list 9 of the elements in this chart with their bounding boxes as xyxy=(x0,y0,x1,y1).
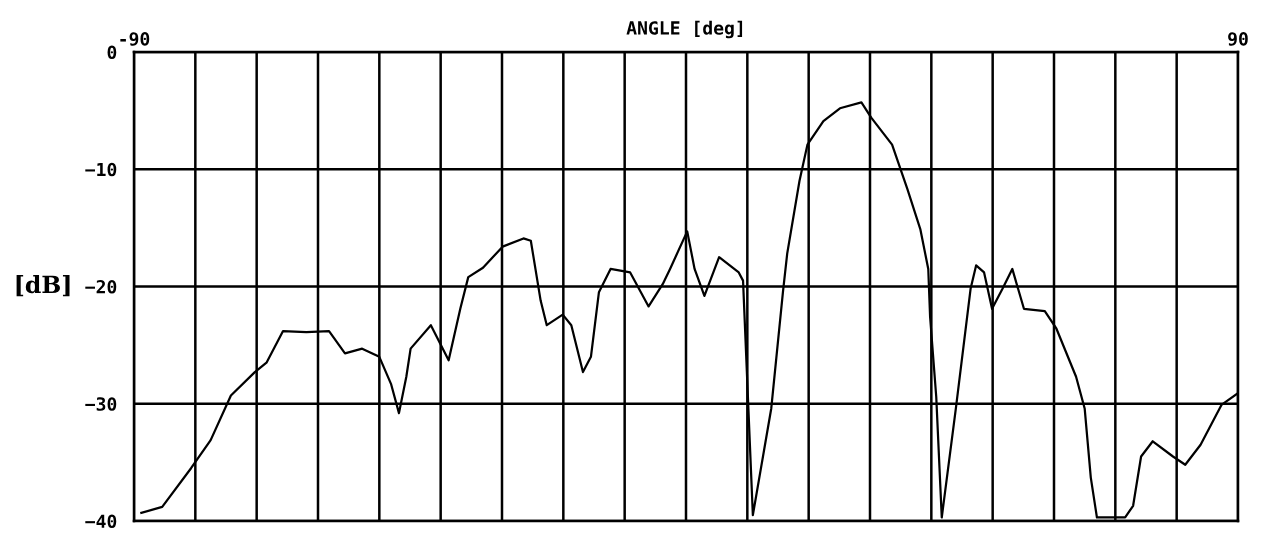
y-tick-label: −30 xyxy=(85,397,117,411)
y-tick-label: 0 xyxy=(107,45,117,60)
y-tick-label: −20 xyxy=(85,279,117,294)
y-tick-label: −10 xyxy=(85,162,117,177)
x-tick-label: -90 xyxy=(120,32,150,46)
y-tick-label: −40 xyxy=(85,514,117,529)
x-tick-label: 90 xyxy=(1228,32,1248,46)
x-axis-title: ANGLE [deg] xyxy=(626,20,743,39)
y-axis-title: [dB] xyxy=(16,275,70,297)
